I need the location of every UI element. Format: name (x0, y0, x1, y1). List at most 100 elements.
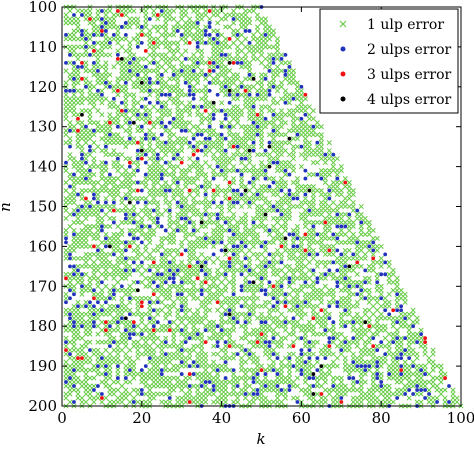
y-tick-label: 200 (28, 397, 57, 415)
point-2-ulps (128, 368, 132, 372)
point-2-ulps (276, 384, 280, 388)
point-2-ulps (331, 153, 335, 157)
point-3-ulps (204, 340, 208, 344)
point-3-ulps (92, 245, 96, 249)
point-2-ulps (399, 352, 403, 356)
point-2-ulps (92, 33, 96, 37)
point-2-ulps (335, 213, 339, 217)
point-3-ulps (108, 121, 112, 125)
point-2-ulps (252, 221, 256, 225)
point-3-ulps (339, 400, 343, 404)
legend-label: 1 ulp error (367, 17, 444, 33)
point-2-ulps (100, 17, 104, 21)
point-2-ulps (172, 280, 176, 284)
point-2-ulps (363, 368, 367, 372)
point-2-ulps (128, 312, 132, 316)
y-tick-label: 180 (28, 317, 57, 335)
point-2-ulps (288, 276, 292, 280)
point-2-ulps (311, 125, 315, 129)
point-2-ulps (192, 137, 196, 141)
point-2-ulps (212, 113, 216, 117)
point-2-ulps (136, 45, 140, 49)
point-2-ulps (184, 248, 188, 252)
point-2-ulps (240, 304, 244, 308)
point-2-ulps (248, 280, 252, 284)
point-2-ulps (128, 233, 132, 237)
point-4-ulps (80, 113, 84, 117)
point-3-ulps (228, 344, 232, 348)
point-2-ulps (335, 237, 339, 241)
point-2-ulps (116, 376, 120, 380)
point-2-ulps (343, 340, 347, 344)
point-2-ulps (296, 400, 300, 404)
point-4-ulps (108, 245, 112, 249)
point-2-ulps (296, 237, 300, 241)
point-2-ulps (272, 181, 276, 185)
point-2-ulps (192, 69, 196, 73)
point-2-ulps (120, 316, 124, 320)
point-2-ulps (140, 241, 144, 245)
point-2-ulps (196, 21, 200, 25)
point-2-ulps (140, 368, 144, 372)
point-2-ulps (232, 368, 236, 372)
point-2-ulps (208, 125, 212, 129)
point-2-ulps (72, 13, 76, 17)
point-4-ulps (136, 288, 140, 292)
point-4-ulps (228, 312, 232, 316)
point-2-ulps (84, 161, 88, 165)
point-2-ulps (248, 41, 252, 45)
point-2-ulps (383, 260, 387, 264)
point-2-ulps (296, 197, 300, 201)
point-2-ulps (140, 388, 144, 392)
point-2-ulps (288, 193, 292, 197)
point-2-ulps (136, 113, 140, 117)
point-2-ulps (216, 65, 220, 69)
point-2-ulps (120, 284, 124, 288)
point-2-ulps (160, 73, 164, 77)
point-2-ulps (327, 316, 331, 320)
point-2-ulps (196, 260, 200, 264)
point-2-ulps (228, 264, 232, 268)
point-2-ulps (96, 69, 100, 73)
point-2-ulps (152, 324, 156, 328)
point-2-ulps (280, 57, 284, 61)
point-3-ulps (76, 117, 80, 121)
point-2-ulps (339, 225, 343, 229)
point-2-ulps (148, 225, 152, 229)
point-2-ulps (244, 392, 248, 396)
point-2-ulps (164, 125, 168, 129)
point-2-ulps (403, 336, 407, 340)
point-2-ulps (176, 153, 180, 157)
point-2-ulps (224, 85, 228, 89)
point-4-ulps (128, 201, 132, 205)
point-3-ulps (192, 153, 196, 157)
point-2-ulps (351, 336, 355, 340)
point-2-ulps (160, 133, 164, 137)
point-2-ulps (68, 316, 72, 320)
point-2-ulps (260, 288, 264, 292)
point-2-ulps (192, 229, 196, 233)
point-2-ulps (64, 89, 68, 93)
point-2-ulps (272, 296, 276, 300)
y-tick-label: 100 (28, 0, 57, 16)
y-tick-label: 110 (28, 38, 57, 56)
point-2-ulps (168, 268, 172, 272)
point-2-ulps (104, 372, 108, 376)
point-2-ulps (144, 97, 148, 101)
point-2-ulps (240, 61, 244, 65)
point-2-ulps (307, 252, 311, 256)
point-3-ulps (140, 33, 144, 37)
point-2-ulps (112, 201, 116, 205)
point-2-ulps (296, 133, 300, 137)
point-2-ulps (307, 348, 311, 352)
point-2-ulps (268, 93, 272, 97)
point-2-ulps (383, 252, 387, 256)
point-2-ulps (339, 396, 343, 400)
point-2-ulps (72, 233, 76, 237)
point-2-ulps (232, 17, 236, 21)
point-2-ulps (156, 300, 160, 304)
point-2-ulps (104, 21, 108, 25)
point-2-ulps (140, 392, 144, 396)
point-3-ulps (132, 320, 136, 324)
x-tick-label: 80 (372, 409, 391, 427)
